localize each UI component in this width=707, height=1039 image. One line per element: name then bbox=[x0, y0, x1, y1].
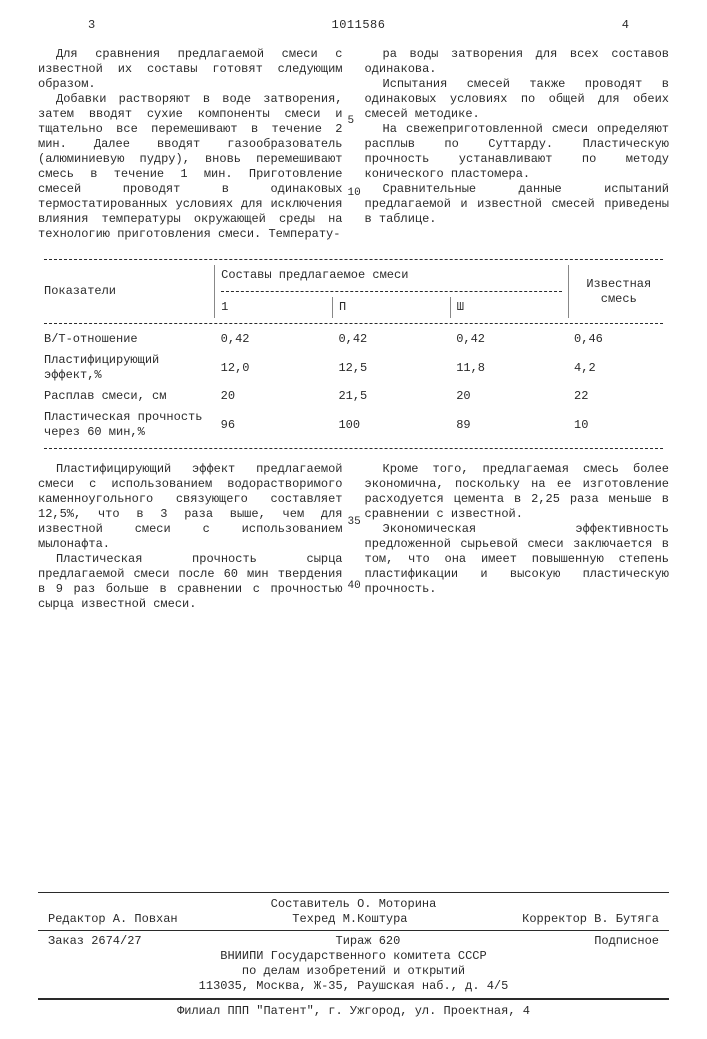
table-cell: 0,42 bbox=[450, 329, 568, 350]
table-cell: 22 bbox=[568, 386, 669, 407]
table-cell: 20 bbox=[450, 386, 568, 407]
patent-number: 1011586 bbox=[332, 18, 386, 33]
body-right-p1: ра воды затворения для всех составов оди… bbox=[365, 47, 670, 77]
table-row-label: Пластическая прочность через 60 мин,% bbox=[38, 407, 215, 443]
body-right-p3: На свежеприготовленной смеси определяют … bbox=[365, 122, 670, 182]
after-right-p2: Экономическая эффективность предложенной… bbox=[365, 522, 670, 597]
table-col-known: Известная смесь bbox=[568, 265, 669, 318]
table-group-proposed: Составы предлагаемое смеси bbox=[215, 265, 568, 286]
table-sub-2: П bbox=[332, 297, 450, 318]
table-row-label: В/Т-отношение bbox=[38, 329, 215, 350]
footer-techred: Техред М.Коштура bbox=[292, 912, 407, 927]
table-cell: 100 bbox=[332, 407, 450, 443]
table-cell: 20 bbox=[215, 386, 333, 407]
table-row: Пластическая прочность через 60 мин,%961… bbox=[38, 407, 669, 443]
footer-org1: ВНИИПИ Государственного комитета СССР bbox=[38, 949, 669, 964]
footer-order: Заказ 2674/27 bbox=[48, 934, 142, 949]
table-cell: 11,8 bbox=[450, 350, 568, 386]
table-cell: 89 bbox=[450, 407, 568, 443]
page-number-left: 3 bbox=[88, 18, 95, 33]
table-cell: 0,42 bbox=[332, 329, 450, 350]
footer-compiler: Составитель О. Моторина bbox=[38, 897, 669, 912]
table-row: Пластифицирующий эффект,%12,012,511,84,2 bbox=[38, 350, 669, 386]
footer-org2: по делам изобретений и открытий bbox=[38, 964, 669, 979]
page-number-right: 4 bbox=[622, 18, 629, 33]
table-cell: 0,46 bbox=[568, 329, 669, 350]
after-right-column: Кроме того, предлагаемая смесь более эко… bbox=[365, 462, 670, 612]
page-header: 3 1011586 4 bbox=[38, 18, 669, 33]
line-marker-10: 10 bbox=[348, 187, 361, 201]
table-cell: 96 bbox=[215, 407, 333, 443]
body-left-p1: Для сравнения предлагаемой смеси с извес… bbox=[38, 47, 343, 92]
footer-corrector: Корректор В. Бутяга bbox=[522, 912, 659, 927]
footer-filial: Филиал ППП "Патент", г. Ужгород, ул. Про… bbox=[38, 1004, 669, 1019]
table-cell: 12,0 bbox=[215, 350, 333, 386]
after-left-p2: Пластическая прочность сырца предлагаемо… bbox=[38, 552, 343, 612]
body-left-column: Для сравнения предлагаемой смеси с извес… bbox=[38, 47, 343, 242]
table-cell: 4,2 bbox=[568, 350, 669, 386]
table-row-label: Пластифицирующий эффект,% bbox=[38, 350, 215, 386]
comparison-table: Показатели Составы предлагаемое смеси Из… bbox=[38, 254, 669, 454]
footer-addr: 113035, Москва, Ж-35, Раушская наб., д. … bbox=[38, 979, 669, 994]
body-right-column: ра воды затворения для всех составов оди… bbox=[365, 47, 670, 242]
line-marker-40: 40 bbox=[348, 580, 361, 594]
body-right-p4: Сравнительные данные испытаний предлагае… bbox=[365, 182, 670, 227]
after-left-p1: Пластифицирующий эффект предлагаемой сме… bbox=[38, 462, 343, 552]
table-row: Расплав смеси, см2021,52022 bbox=[38, 386, 669, 407]
body-right-p2: Испытания смесей также проводят в одинак… bbox=[365, 77, 670, 122]
table-sub-3: Ш bbox=[450, 297, 568, 318]
body-left-p2: Добавки растворяют в воде затворения, за… bbox=[38, 92, 343, 242]
line-marker-5: 5 bbox=[348, 115, 355, 129]
after-right-p1: Кроме того, предлагаемая смесь более эко… bbox=[365, 462, 670, 522]
footer-tirazh: Тираж 620 bbox=[336, 934, 401, 949]
imprint-footer: Составитель О. Моторина Редактор А. Повх… bbox=[38, 892, 669, 999]
after-left-column: Пластифицирующий эффект предлагаемой сме… bbox=[38, 462, 343, 612]
table-row: В/Т-отношение0,420,420,420,46 bbox=[38, 329, 669, 350]
table-col-indicator: Показатели bbox=[38, 265, 215, 318]
footer-editor: Редактор А. Повхан bbox=[48, 912, 178, 927]
table-cell: 0,42 bbox=[215, 329, 333, 350]
line-marker-35: 35 bbox=[348, 516, 361, 530]
footer-podpisnoe: Подписное bbox=[594, 934, 659, 949]
table-row-label: Расплав смеси, см bbox=[38, 386, 215, 407]
table-sub-1: 1 bbox=[215, 297, 333, 318]
table-cell: 12,5 bbox=[332, 350, 450, 386]
table-cell: 10 bbox=[568, 407, 669, 443]
table-cell: 21,5 bbox=[332, 386, 450, 407]
